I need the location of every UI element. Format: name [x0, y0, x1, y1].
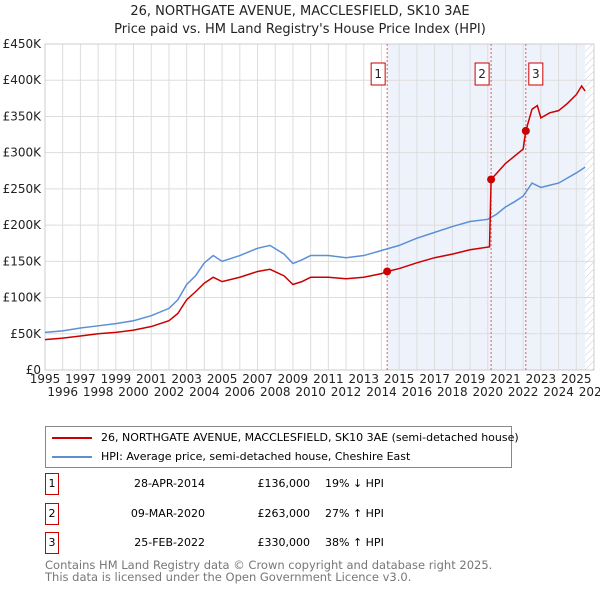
transaction-row: 2 09-MAR-2020 £263,000 27% ↑ HPI [45, 503, 495, 525]
y-tick-label: £250K [3, 182, 43, 196]
x-tick-label: 1997 [65, 372, 96, 386]
x-tick-label: 2014 [366, 385, 397, 399]
sale-point [487, 175, 496, 184]
x-tick-label: 2000 [118, 385, 149, 399]
transaction-date: 09-MAR-2020 [130, 507, 205, 520]
x-tick-label: 2010 [295, 385, 326, 399]
x-tick-label: 2022 [508, 385, 539, 399]
x-tick-label: 1996 [47, 385, 78, 399]
transaction-price: £330,000 [257, 536, 311, 549]
sale-label: 2 [478, 67, 486, 81]
x-tick-label: 2023 [526, 372, 557, 386]
x-tick-label: 2021 [490, 372, 521, 386]
shaded-region [387, 44, 586, 370]
sale-label-box [370, 62, 386, 86]
legend-swatch-hpi [52, 456, 92, 458]
y-tick-label: £400K [3, 73, 43, 87]
plot-frame [44, 43, 595, 371]
legend-swatch-property [52, 437, 92, 439]
x-tick-label: 2019 [455, 372, 486, 386]
footer-licence: This data is licensed under the Open Gov… [45, 570, 412, 584]
x-tick-label: 2007 [242, 372, 273, 386]
chart-plot: 1995199619971998199920002001200220032004… [3, 37, 600, 399]
x-tick-label: 2018 [437, 385, 468, 399]
hpi-line [44, 166, 586, 334]
y-tick-label: £350K [3, 109, 43, 123]
x-tick-label: 2016 [402, 385, 433, 399]
sale-point [383, 267, 392, 276]
x-tick-label: 1995 [30, 372, 61, 386]
y-tick-label: £100K [3, 291, 43, 305]
x-tick-label: 2012 [331, 385, 362, 399]
footer: Contains HM Land Registry data © Crown c… [45, 559, 492, 583]
transaction-date: 28-APR-2014 [133, 477, 205, 490]
x-tick-label: 1999 [101, 372, 132, 386]
x-tick-label: 2002 [154, 385, 185, 399]
legend-label-hpi: HPI: Average price, semi-detached house,… [101, 450, 411, 463]
y-tick-label: £450K [3, 37, 43, 51]
x-tick-label: 2001 [136, 372, 167, 386]
sale-label-box [474, 62, 490, 86]
x-tick-label: 2003 [171, 372, 202, 386]
y-tick-label: £300K [3, 146, 43, 160]
transaction-row: 1 28-APR-2014 £136,000 19% ↓ HPI [45, 473, 495, 495]
y-tick-label: £0 [26, 363, 41, 377]
x-tick-label: 2005 [207, 372, 238, 386]
sale-label: 1 [374, 67, 382, 81]
transaction-number: 2 [45, 503, 59, 525]
transaction-price: £263,000 [257, 507, 311, 520]
x-tick-label: 2011 [313, 372, 344, 386]
x-tick-label: 2006 [225, 385, 256, 399]
transaction-number: 1 [45, 473, 59, 495]
chart-title: 26, NORTHGATE AVENUE, MACCLESFIELD, SK10… [130, 4, 470, 19]
y-tick-label: £150K [3, 254, 43, 268]
x-tick-label: 2015 [384, 372, 415, 386]
x-tick-label: 2026 [579, 385, 600, 399]
transaction-price: £136,000 [257, 477, 311, 490]
transaction-row: 3 25-FEB-2022 £330,000 38% ↑ HPI [45, 532, 495, 554]
x-tick-label: 2025 [561, 372, 592, 386]
x-tick-label: 2004 [189, 385, 220, 399]
transaction-date: 25-FEB-2022 [134, 536, 205, 549]
footer-copyright: Contains HM Land Registry data © Crown c… [45, 558, 493, 572]
x-tick-label: 2020 [472, 385, 503, 399]
price-paid-line [44, 84, 586, 341]
sale-label: 3 [532, 67, 540, 81]
x-tick-label: 2009 [278, 372, 309, 386]
x-tick-label: 2024 [543, 385, 574, 399]
transaction-number: 3 [45, 532, 59, 554]
y-tick-label: £50K [10, 327, 42, 341]
legend-label-property: 26, NORTHGATE AVENUE, MACCLESFIELD, SK10… [101, 431, 519, 444]
chart-subtitle: Price paid vs. HM Land Registry's House … [114, 22, 486, 37]
x-tick-label: 2008 [260, 385, 291, 399]
x-tick-label: 2017 [419, 372, 450, 386]
legend: 26, NORTHGATE AVENUE, MACCLESFIELD, SK10… [45, 426, 519, 468]
transaction-hpi: 27% ↑ HPI [325, 507, 384, 520]
transaction-hpi: 19% ↓ HPI [325, 477, 384, 490]
x-tick-label: 2013 [349, 372, 380, 386]
sale-label-box [528, 62, 544, 86]
sale-point [521, 126, 530, 135]
transaction-hpi: 38% ↑ HPI [325, 536, 384, 549]
x-tick-label: 1998 [83, 385, 114, 399]
forecast-hatch [585, 44, 594, 370]
y-tick-label: £200K [3, 218, 43, 232]
